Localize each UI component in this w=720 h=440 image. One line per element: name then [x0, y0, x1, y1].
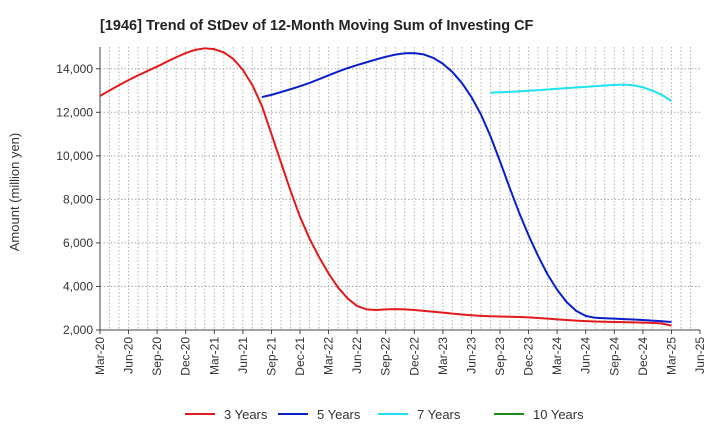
x-tick-label: Dec-23	[522, 337, 536, 376]
y-axis-label: Amount (million yen)	[7, 133, 22, 252]
series-layer	[99, 47, 672, 327]
x-tick-label: Sep-22	[379, 337, 393, 376]
legend-label-7-years: 7 Years	[417, 407, 461, 422]
y-tick-label: 2,000	[63, 323, 93, 337]
x-tick-label: Jun-24	[579, 337, 593, 374]
x-tick-label: Mar-23	[436, 337, 450, 375]
grid	[100, 47, 700, 330]
x-tick-label: Dec-24	[636, 337, 650, 376]
chart-title: [1946] Trend of StDev of 12-Month Moving…	[100, 18, 534, 34]
x-tick-label: Dec-22	[407, 337, 421, 376]
plot-frame	[99, 47, 700, 331]
x-tick-label: Sep-24	[607, 337, 621, 376]
legend-label-3-years: 3 Years	[224, 407, 268, 422]
x-tick-label: Sep-20	[150, 337, 164, 376]
x-tick-label: Mar-20	[93, 337, 107, 375]
legend-label-10-years: 10 Years	[533, 407, 584, 422]
x-tick-label: Dec-21	[293, 337, 307, 376]
series-line-7-years	[490, 83, 672, 102]
x-tick-label: Mar-21	[207, 337, 221, 375]
y-tick-label: 12,000	[56, 105, 93, 119]
x-tick-label: Jun-20	[122, 337, 136, 374]
y-tick-label: 8,000	[63, 192, 93, 206]
x-tick-label: Jun-23	[464, 337, 478, 374]
legend-label-5-years: 5 Years	[317, 407, 361, 422]
x-tick-label: Mar-25	[664, 337, 678, 375]
series-line-5-years	[261, 52, 672, 323]
x-axis-ticks: Mar-20 Jun-20 Sep-20 Dec-20 Mar-21 Jun-21 Sep-…	[93, 330, 707, 376]
y-tick-label: 4,000	[63, 279, 93, 293]
y-tick-label: 6,000	[63, 236, 93, 250]
x-tick-label: Mar-24	[550, 337, 564, 375]
series-line-3-years	[99, 47, 672, 327]
x-tick-label: Sep-21	[264, 337, 278, 376]
x-tick-label: Dec-20	[179, 337, 193, 376]
y-tick-label: 10,000	[56, 149, 93, 163]
x-tick-label: Jun-25	[693, 337, 707, 374]
legend: 3 Years 5 Years 7 Years 10 Years	[185, 407, 584, 422]
x-tick-label: Mar-22	[322, 337, 336, 375]
y-axis-ticks: 2,000 4,000 6,000 8,000 10,000 12,000 14,000	[56, 62, 100, 337]
x-tick-label: Jun-21	[236, 337, 250, 374]
x-tick-label: Jun-22	[350, 337, 364, 374]
x-tick-label: Sep-23	[493, 337, 507, 376]
y-tick-label: 14,000	[56, 62, 93, 76]
